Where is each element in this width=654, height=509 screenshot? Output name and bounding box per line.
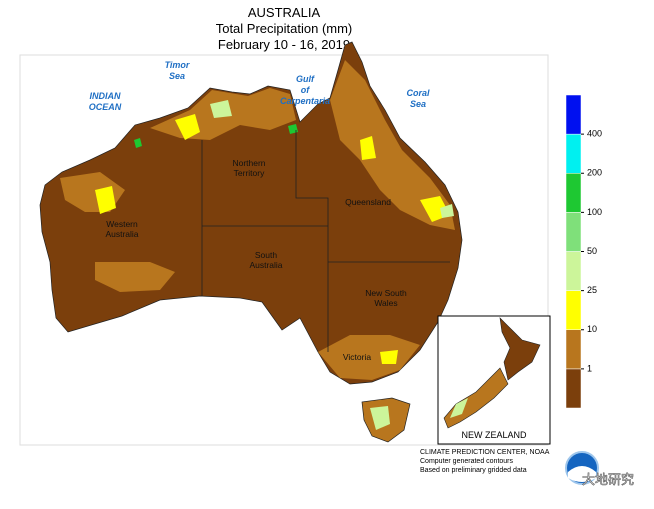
credit-line: CLIMATE PREDICTION CENTER, NOAA (420, 449, 550, 456)
legend-swatch (565, 251, 582, 291)
inset-label: NEW ZEALAND (461, 430, 527, 440)
sea-label: Timor Sea (165, 60, 190, 81)
legend-swatch (565, 94, 582, 135)
legend-label: 1 (587, 363, 592, 373)
region-labels: Northern Territory Western Australia South… (105, 158, 407, 362)
region-label: Victoria (343, 352, 371, 362)
title-line: February 10 - 16, 2019 (218, 37, 350, 52)
region-label: Northern Territory (232, 158, 265, 178)
credit-line: Computer generated contours (420, 458, 513, 465)
legend-label: 10 (587, 324, 597, 334)
water-labels: Timor Sea INDIAN OCEAN Gulf of Carpentaria C… (89, 60, 430, 112)
label-line: Wales (374, 298, 397, 308)
region-label: New South Wales (365, 288, 407, 308)
land (499, 317, 541, 381)
region-label: South Australia (249, 250, 282, 270)
label-line: Coral (406, 88, 430, 98)
legend-label: 200 (587, 168, 602, 178)
label-line: Carpentaria (280, 96, 330, 106)
legend-swatch (565, 173, 582, 213)
land (330, 60, 455, 230)
label-line: Australia (105, 229, 138, 239)
sea-label: INDIAN OCEAN (89, 91, 122, 112)
land (318, 335, 420, 380)
legend-swatch (565, 212, 582, 252)
label-line: Victoria (343, 352, 371, 362)
label-line: Queensland (345, 197, 391, 207)
land (450, 398, 468, 418)
map-frame (19, 54, 549, 446)
legend-label: 100 (587, 207, 602, 217)
credits: CLIMATE PREDICTION CENTER, NOAA Computer… (420, 449, 550, 474)
label-line: South (255, 250, 277, 260)
label-line: OCEAN (89, 102, 122, 112)
state-border (201, 130, 450, 352)
region-label: Queensland (345, 197, 391, 207)
legend-swatch (565, 368, 582, 409)
label-line: Gulf (296, 74, 315, 84)
title: AUSTRALIA Total Precipitation (mm) Febru… (216, 5, 353, 52)
tasmania (370, 406, 390, 430)
sea-label: Coral Sea (406, 88, 430, 109)
label-line: Sea (410, 99, 426, 109)
title-line: AUSTRALIA (248, 5, 321, 20)
label-line: INDIAN (90, 91, 121, 101)
legend: 1 10 25 50 100 200 400 (565, 94, 602, 409)
label-line: Northern (232, 158, 265, 168)
australia (39, 41, 463, 443)
region-label: Western Australia (105, 219, 138, 239)
label-line: Sea (169, 71, 185, 81)
logo-wave (568, 466, 596, 482)
legend-label: 50 (587, 246, 597, 256)
legend-swatch (565, 133, 582, 174)
legend-label: 400 (587, 129, 602, 139)
land (60, 172, 175, 292)
title-line: Total Precipitation (mm) (216, 21, 353, 36)
label-line: Australia (249, 260, 282, 270)
legend-swatch (565, 290, 582, 330)
label-line: New South (365, 288, 407, 298)
new-zealand-inset: NEW ZEALAND (437, 315, 551, 445)
watermark: 大地研究 (582, 472, 634, 487)
credit-line: Based on preliminary gridded data (420, 467, 527, 474)
noaa-logo (565, 451, 599, 485)
legend-label: 25 (587, 285, 597, 295)
label-line: of (301, 85, 310, 95)
label-line: Timor (165, 60, 190, 70)
sea-label: Gulf of Carpentaria (280, 74, 330, 106)
label-line: Western (106, 219, 138, 229)
label-line: Territory (234, 168, 265, 178)
legend-swatch (565, 329, 582, 370)
